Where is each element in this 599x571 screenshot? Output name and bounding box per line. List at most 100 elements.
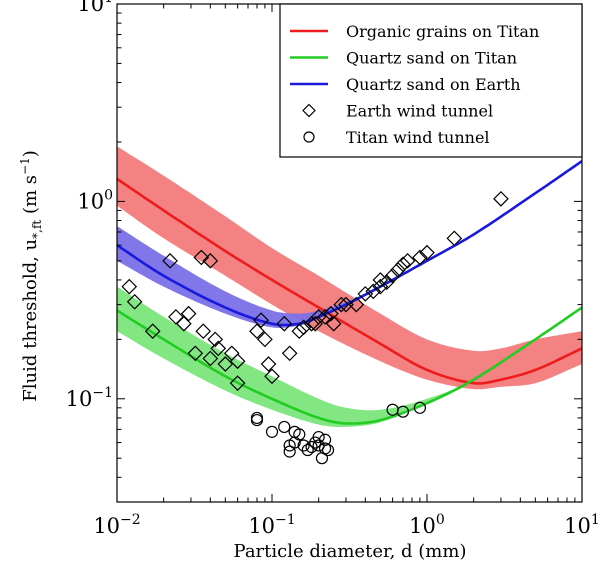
y-axis-label-unit-close: ) <box>20 150 41 157</box>
band-series-1 <box>117 286 582 427</box>
earth-point-1 <box>126 293 143 310</box>
x-tick-label-1: 10−1 <box>248 512 295 538</box>
earth-point-21 <box>260 356 277 372</box>
x-tick-exp: −1 <box>275 512 296 528</box>
legend: Organic grains on Titan Quartz sand on Ti… <box>279 3 583 158</box>
legend-swatch-3 <box>302 103 316 118</box>
earth-point-16 <box>229 375 246 392</box>
y-tick-base: 10 <box>66 387 93 411</box>
earth-point-45 <box>412 249 428 266</box>
earth-point-19 <box>253 312 269 329</box>
legend-label-1: Quartz sand on Titan <box>346 49 517 68</box>
titan-point-9 <box>297 439 310 452</box>
earth-point-34 <box>338 296 354 313</box>
earth-point-22 <box>264 368 280 385</box>
earth-point-42 <box>390 261 406 278</box>
earth-point-6 <box>180 305 197 322</box>
markers-layer <box>121 191 509 465</box>
earth-point-25 <box>291 323 308 340</box>
titan-point-10 <box>301 443 314 457</box>
lines-layer <box>117 160 582 425</box>
earth-point-13 <box>210 340 227 357</box>
titan-point-13 <box>312 430 325 444</box>
y-tick-base: 10 <box>77 189 104 213</box>
earth-point-17 <box>229 353 246 370</box>
bands-layer <box>117 146 582 427</box>
earth-point-37 <box>365 283 382 300</box>
x-tick-exp: 0 <box>436 512 445 528</box>
earth-point-2 <box>144 323 161 340</box>
earth-point-9 <box>195 323 212 340</box>
titan-point-1 <box>250 413 264 427</box>
y-axis-label-unit-open: (m s <box>20 175 41 220</box>
y-tick-exp: −1 <box>92 385 113 401</box>
titan-point-3 <box>278 420 291 434</box>
legend-label-2: Quartz sand on Earth <box>346 75 521 94</box>
earth-point-33 <box>333 296 350 313</box>
x-tick-base: 10 <box>409 514 436 538</box>
y-tick-exp: 1 <box>104 0 113 6</box>
x-tick-base: 10 <box>93 514 120 538</box>
earth-point-26 <box>295 319 312 336</box>
titan-point-2 <box>265 425 279 438</box>
legend-box <box>279 3 583 158</box>
earth-point-7 <box>187 345 204 362</box>
band-series-0 <box>117 146 582 390</box>
earth-point-4 <box>168 309 184 325</box>
titan-point-21 <box>413 401 427 414</box>
y-tick-exp: 0 <box>104 187 113 203</box>
earth-point-47 <box>446 230 463 247</box>
earth-point-23 <box>276 315 293 332</box>
earth-point-31 <box>323 305 339 322</box>
earth-point-36 <box>357 286 374 302</box>
titan-point-11 <box>305 440 318 454</box>
x-tick-label-3: 101 <box>564 512 599 538</box>
legend-swatch-4 <box>303 131 315 143</box>
legend-label-0: Organic grains on Titan <box>346 22 539 41</box>
earth-point-30 <box>317 309 333 325</box>
earth-point-11 <box>202 350 219 367</box>
titan-point-20 <box>396 405 410 418</box>
y-tick-label-0: 10−1 <box>66 385 113 411</box>
earth-point-8 <box>193 249 210 266</box>
earth-point-44 <box>399 252 416 269</box>
y-axis-label: Fluid threshold, u*,ft (m s−1) <box>18 150 44 402</box>
earth-point-14 <box>217 356 234 372</box>
y-axis-label-sub: *,ft <box>30 220 44 239</box>
line-series-0 <box>117 177 582 385</box>
x-axis-label: Particle diameter, d (mm) <box>234 541 467 562</box>
x-tick-label-0: 10−2 <box>93 512 140 538</box>
x-tick-base: 10 <box>564 514 591 538</box>
y-tick-label-2: 101 <box>77 0 113 16</box>
earth-point-20 <box>257 331 273 348</box>
titan-point-18 <box>321 443 335 457</box>
earth-point-38 <box>372 278 389 295</box>
line-series-2 <box>117 160 582 327</box>
earth-point-32 <box>325 315 342 332</box>
y-tick-label-1: 100 <box>77 187 113 213</box>
earth-point-5 <box>176 315 192 332</box>
earth-point-40 <box>378 274 395 290</box>
earth-point-24 <box>281 345 298 362</box>
earth-point-3 <box>162 252 178 269</box>
earth-point-10 <box>202 252 219 269</box>
legend-label-4: Titan wind tunnel <box>346 128 490 147</box>
earth-point-46 <box>419 244 435 261</box>
titan-point-8 <box>293 428 306 441</box>
y-axis-label-unit-exp: −1 <box>18 157 32 175</box>
titan-point-5 <box>283 445 296 458</box>
earth-point-41 <box>384 267 401 284</box>
x-tick-exp: −2 <box>120 512 141 528</box>
earth-point-35 <box>348 296 365 313</box>
earth-point-18 <box>249 323 265 340</box>
earth-point-29 <box>310 309 327 325</box>
x-tick-label-2: 100 <box>409 512 445 538</box>
legend-label-3: Earth wind tunnel <box>346 102 493 121</box>
earth-point-48 <box>493 191 509 207</box>
earth-point-28 <box>307 315 324 332</box>
line-series-1 <box>117 306 582 425</box>
y-axis-label-prefix: Fluid threshold, u <box>20 239 41 402</box>
x-tick-base: 10 <box>248 514 275 538</box>
